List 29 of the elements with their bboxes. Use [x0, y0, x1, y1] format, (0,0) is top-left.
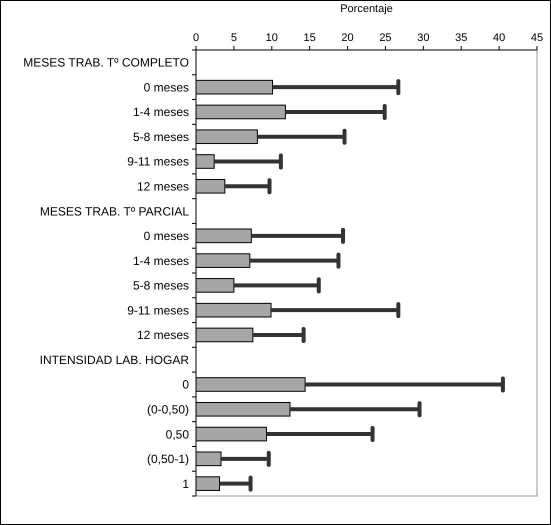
- y-tick-label: 1-4 meses: [132, 105, 189, 120]
- y-tick-label: 0 meses: [144, 80, 189, 94]
- y-tick-label: 5-8 meses: [132, 130, 189, 144]
- x-tick-label: 15: [304, 32, 316, 44]
- y-tick-label: 12 meses: [136, 179, 189, 194]
- y-tick-label: (0,50-1): [146, 452, 189, 466]
- x-tick-label: 40: [492, 32, 506, 44]
- y-tick-label: 0 meses: [144, 229, 189, 244]
- y-tick-label: 9-11 meses: [127, 154, 189, 169]
- y-tick-label: 9-11 meses: [127, 303, 189, 318]
- x-tick-label: 30: [417, 32, 430, 44]
- y-tick-label: 1: [182, 476, 190, 491]
- x-tick-label: 45: [530, 32, 544, 44]
- x-tick-label: 25: [379, 32, 392, 44]
- x-axis-title: Porcentaje: [340, 3, 393, 15]
- y-tick-label: MESES TRAB. Tº PARCIAL: [40, 204, 190, 218]
- x-tick-label: 5: [230, 32, 237, 44]
- x-tick-label: 10: [266, 32, 278, 44]
- x-tick-label: 35: [455, 32, 468, 44]
- y-tick-label: 5-8 meses: [132, 278, 189, 293]
- y-tick-label: 0: [182, 378, 190, 392]
- x-tick-label: 0: [192, 32, 200, 44]
- y-tick-label: MESES TRAB. Tº COMPLETO: [23, 56, 189, 70]
- x-tick-label: 20: [341, 32, 354, 44]
- y-tick-label: 12 meses: [136, 328, 189, 342]
- y-tick-label: (0-0,50): [146, 402, 189, 416]
- y-tick-label: INTENSIDAD LAB. HOGAR: [40, 352, 190, 367]
- y-tick-label: 1-4 meses: [132, 254, 189, 268]
- y-tick-label: 0,50: [166, 427, 190, 442]
